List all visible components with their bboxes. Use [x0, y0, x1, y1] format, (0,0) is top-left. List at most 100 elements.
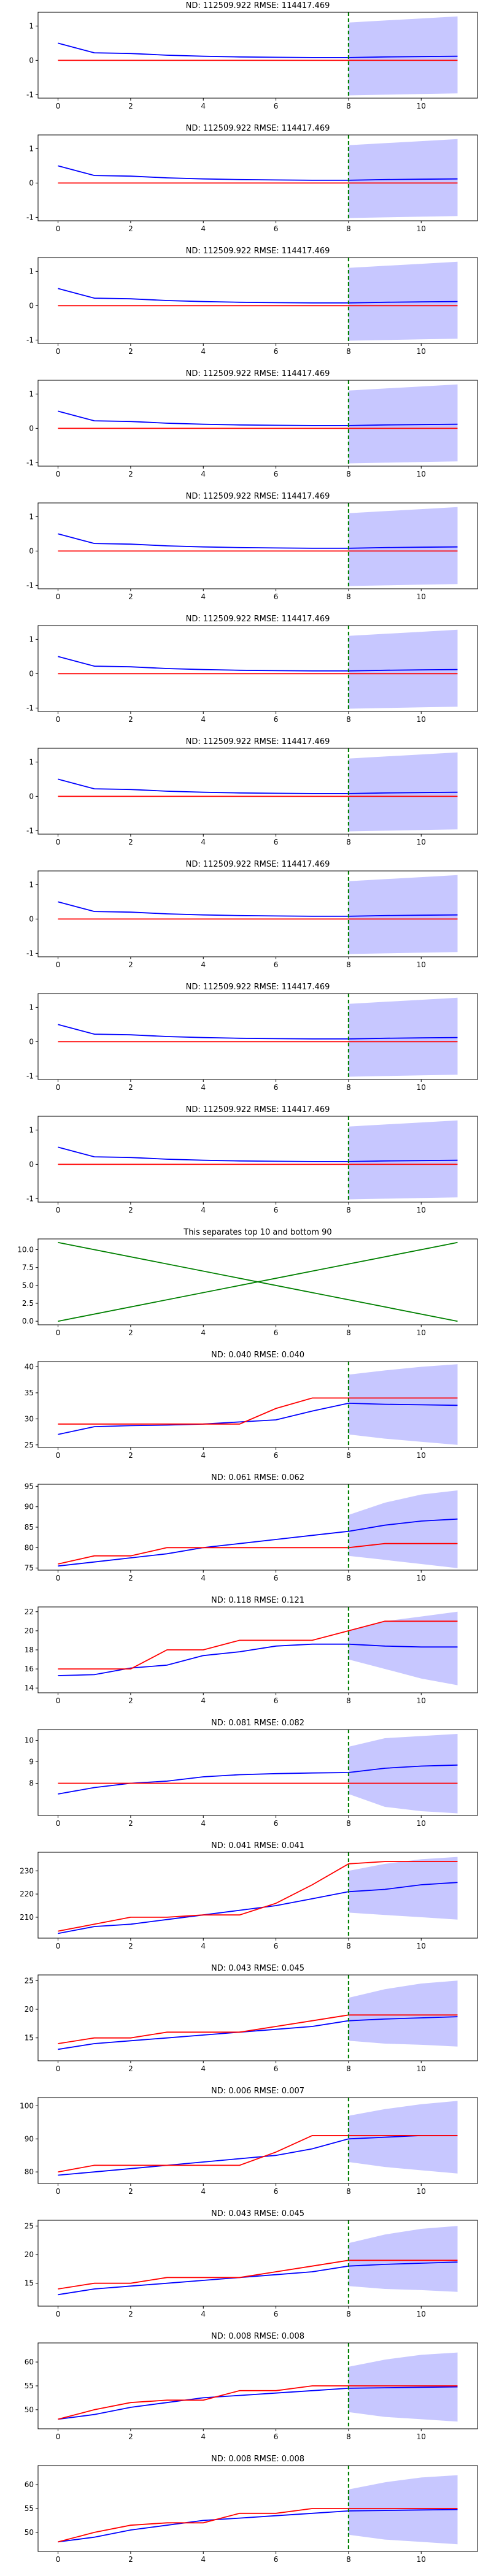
y-tick-label: 0	[29, 178, 34, 187]
x-tick-label: 6	[274, 347, 279, 356]
y-tick-label: 50	[25, 2405, 34, 2414]
x-tick-label: 6	[274, 838, 279, 846]
subplot-20: ND: 0.008 RMSE: 0.008 0 2 4 6 8 10 50 55 60	[25, 2332, 478, 2441]
x-tick-label: 8	[346, 1574, 351, 1582]
x-tick-label: 2	[128, 2310, 133, 2318]
series-line-1	[58, 2386, 458, 2420]
y-tick-label: 90	[25, 2134, 34, 2143]
x-tick-label: 0	[56, 2310, 61, 2318]
y-tick-label: 2.5	[22, 1299, 34, 1308]
x-tick-label: 4	[201, 2432, 206, 2441]
confidence-band	[348, 1120, 458, 1200]
x-tick-label: 6	[274, 592, 279, 601]
x-tick-label: 4	[201, 1206, 206, 1214]
confidence-band	[348, 261, 458, 341]
y-tick-label: -1	[26, 703, 34, 712]
subplot-18: ND: 0.006 RMSE: 0.007 0 2 4 6 8 10 80 90 100	[20, 2087, 478, 2196]
x-tick-label: 2	[128, 470, 133, 478]
x-tick-label: 8	[346, 1083, 351, 1092]
x-tick-label: 4	[201, 2555, 206, 2564]
subplot-11: This separates top 10 and bottom 90 0 2 4 6 8…	[17, 1228, 478, 1337]
y-tick-label: 0	[29, 546, 34, 555]
x-tick-label: 2	[128, 592, 133, 601]
x-tick-label: 2	[128, 1942, 133, 1950]
x-tick-label: 8	[346, 592, 351, 601]
y-tick-label: 1	[29, 267, 34, 275]
series-line-2	[58, 2385, 458, 2420]
y-tick-label: 50	[25, 2528, 34, 2537]
x-tick-label: 2	[128, 1696, 133, 1705]
series-line-1	[58, 2016, 458, 2050]
confidence-band	[348, 1734, 458, 1814]
confidence-band	[348, 1857, 458, 1920]
x-tick-label: 6	[274, 1574, 279, 1582]
x-tick-label: 10	[417, 1083, 426, 1092]
axes-frame	[37, 257, 478, 344]
x-tick-label: 10	[417, 2064, 426, 2073]
x-tick-label: 8	[346, 1206, 351, 1214]
subplot-15: ND: 0.081 RMSE: 0.082 0 2 4 6 8 10 8 9 10	[25, 1719, 478, 1828]
y-tick-label: 1	[29, 757, 34, 766]
x-tick-label: 4	[201, 470, 206, 478]
x-tick-label: 8	[346, 470, 351, 478]
y-tick-label: 1	[29, 1003, 34, 1011]
y-tick-label: 15	[25, 2034, 34, 2042]
x-tick-label: 2	[128, 1819, 133, 1828]
x-tick-label: 10	[417, 2432, 426, 2441]
x-tick-label: 2	[128, 1451, 133, 1460]
y-tick-label: 1	[29, 389, 34, 398]
chart-title: ND: 112509.922 RMSE: 114417.469	[186, 860, 330, 869]
series-line-1	[58, 778, 458, 794]
y-tick-label: 220	[20, 1890, 34, 1898]
series-line-2	[58, 1861, 458, 1932]
x-tick-label: 8	[346, 1819, 351, 1828]
x-tick-label: 8	[346, 838, 351, 846]
x-tick-label: 6	[274, 224, 279, 233]
x-tick-label: 4	[201, 102, 206, 110]
y-tick-label: 100	[20, 2101, 34, 2110]
y-tick-label: 0.0	[22, 1317, 34, 1325]
axes-frame	[37, 134, 478, 221]
chart-title: ND: 112509.922 RMSE: 114417.469	[186, 737, 330, 746]
x-tick-label: 8	[346, 1328, 351, 1337]
x-tick-label: 8	[346, 2064, 351, 2073]
x-tick-label: 10	[417, 102, 426, 110]
confidence-band	[348, 2226, 458, 2292]
series-line-2	[58, 1620, 458, 1669]
axes-frame	[37, 870, 478, 957]
x-tick-label: 10	[417, 1451, 426, 1460]
x-tick-label: 0	[56, 1451, 61, 1460]
x-tick-label: 2	[128, 2555, 133, 2564]
x-tick-label: 2	[128, 2187, 133, 2196]
x-tick-label: 10	[417, 1574, 426, 1582]
x-tick-label: 2	[128, 1083, 133, 1092]
x-tick-label: 0	[56, 1942, 61, 1950]
x-tick-label: 8	[346, 1696, 351, 1705]
confidence-band	[348, 752, 458, 832]
y-tick-label: 10.0	[17, 1246, 34, 1254]
x-tick-label: 6	[274, 1696, 279, 1705]
x-tick-label: 0	[56, 1696, 61, 1705]
x-tick-label: 0	[56, 1083, 61, 1092]
x-tick-label: 10	[417, 715, 426, 724]
series-line-1	[58, 2135, 458, 2176]
x-tick-label: 0	[56, 1574, 61, 1582]
series-line-2	[58, 1397, 458, 1425]
y-tick-label: 80	[25, 2168, 34, 2176]
subplot-12: ND: 0.040 RMSE: 0.040 0 2 4 6 8 10 25 30 35 40	[25, 1351, 478, 1460]
x-tick-label: 6	[274, 1942, 279, 1950]
x-tick-label: 0	[56, 102, 61, 110]
y-tick-label: 0	[29, 1160, 34, 1168]
axes-frame	[37, 2097, 478, 2184]
series-line-2	[58, 1241, 458, 1322]
x-tick-label: 10	[417, 1942, 426, 1950]
x-tick-label: 10	[417, 838, 426, 846]
y-tick-label: 14	[25, 1684, 34, 1692]
x-tick-label: 6	[274, 1819, 279, 1828]
series-line-1	[58, 1402, 458, 1435]
y-tick-label: 16	[25, 1665, 34, 1673]
